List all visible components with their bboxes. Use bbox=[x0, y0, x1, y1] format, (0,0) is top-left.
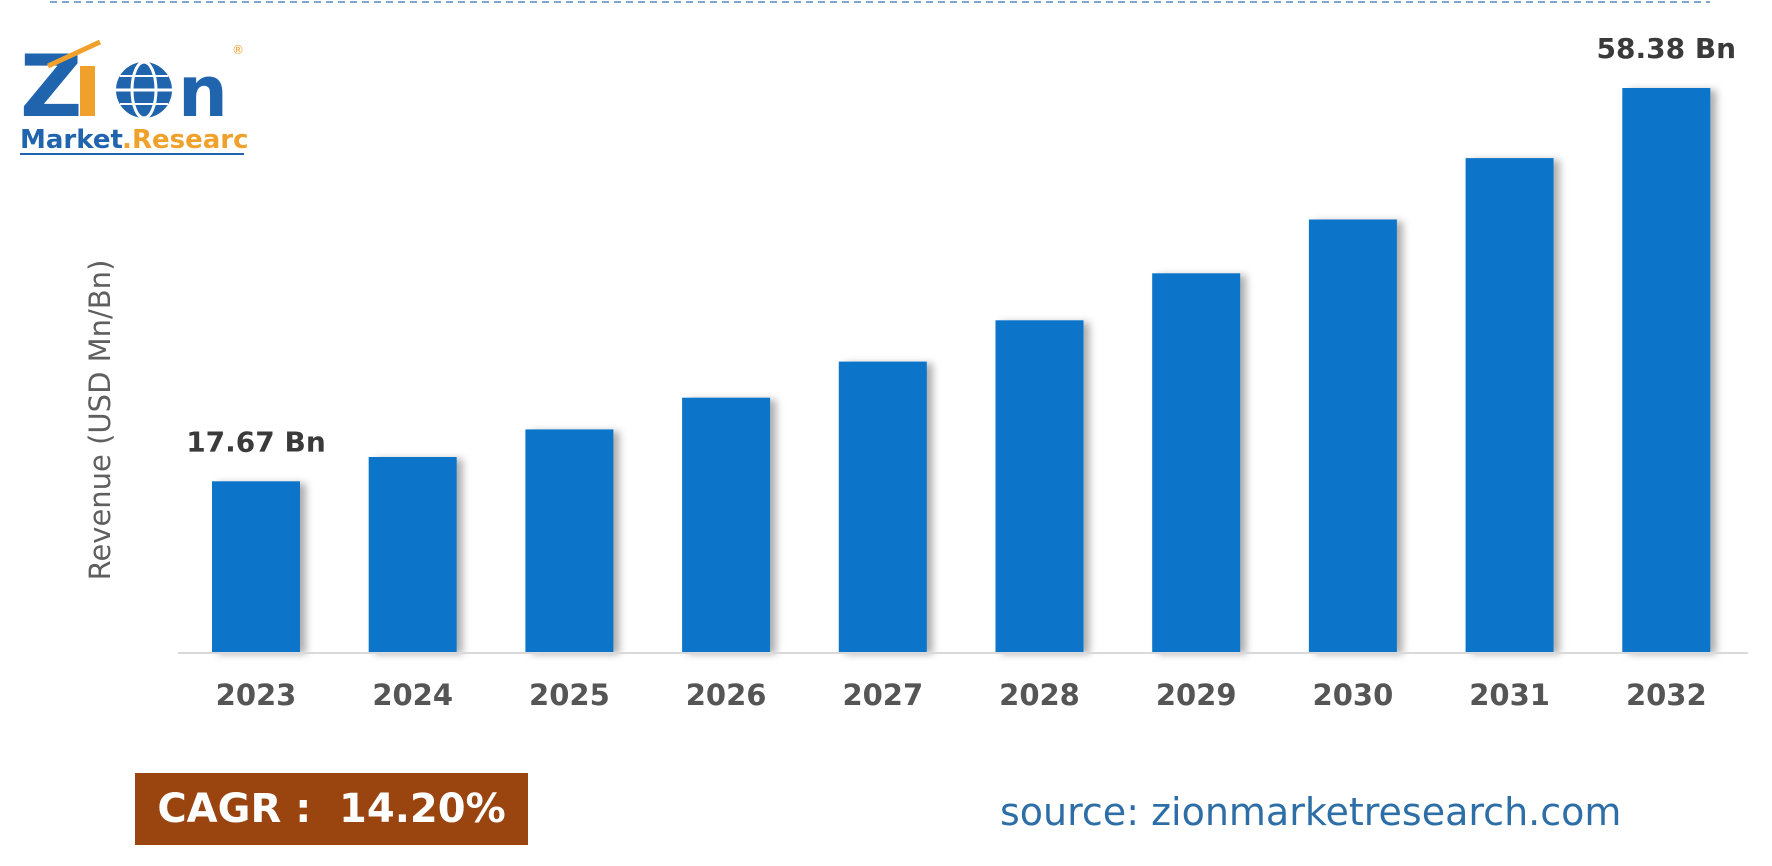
bar-2031 bbox=[1465, 158, 1554, 652]
logo-dot: . bbox=[122, 125, 132, 155]
bar-2023 bbox=[212, 481, 300, 652]
x-tick-2030: 2030 bbox=[1313, 678, 1394, 712]
data-labels: 17.67 Bn 58.38 Bn bbox=[186, 32, 1736, 458]
zion-logo: Z n ® Market . Research bbox=[18, 36, 267, 156]
logo-letter-n: n bbox=[178, 51, 228, 133]
bar-2026 bbox=[682, 397, 771, 652]
x-tick-2032: 2032 bbox=[1626, 678, 1707, 712]
x-tick-2026: 2026 bbox=[686, 678, 767, 712]
x-tick-labels: 2023 2024 2025 2026 2027 2028 2029 2030 2031 2032 bbox=[216, 678, 1707, 712]
data-label-2023: 17.67 Bn bbox=[186, 425, 326, 458]
source-link[interactable]: source: zionmarketresearch.com bbox=[1000, 790, 1622, 834]
bar-2025 bbox=[525, 429, 614, 652]
cagr-badge: CAGR : 14.20% bbox=[135, 773, 528, 845]
x-tick-2028: 2028 bbox=[999, 678, 1080, 712]
x-tick-2029: 2029 bbox=[1156, 678, 1237, 712]
x-tick-2023: 2023 bbox=[216, 678, 297, 712]
bar-2029 bbox=[1152, 273, 1241, 652]
logo-letter-i bbox=[80, 66, 95, 116]
x-tick-2025: 2025 bbox=[529, 678, 610, 712]
x-tick-2027: 2027 bbox=[842, 678, 923, 712]
logo-word-market: Market bbox=[20, 125, 123, 155]
zion-logo-mark: Z n ® Market . Research bbox=[20, 37, 267, 155]
x-tick-2031: 2031 bbox=[1469, 678, 1550, 712]
data-label-2032: 58.38 Bn bbox=[1597, 32, 1737, 65]
bar-2028 bbox=[995, 320, 1084, 652]
bar-2032 bbox=[1622, 88, 1711, 652]
y-axis-label: Revenue (USD Mn/Bn) bbox=[83, 259, 117, 581]
bar-2030 bbox=[1308, 219, 1397, 652]
registered-mark: ® bbox=[232, 43, 244, 57]
bar-2027 bbox=[838, 361, 927, 652]
bar-group bbox=[212, 88, 1711, 652]
logo-orange-swoosh bbox=[46, 39, 102, 69]
bar-2024 bbox=[368, 457, 457, 652]
logo-word-research: Research bbox=[132, 125, 248, 155]
x-tick-2024: 2024 bbox=[372, 678, 453, 712]
